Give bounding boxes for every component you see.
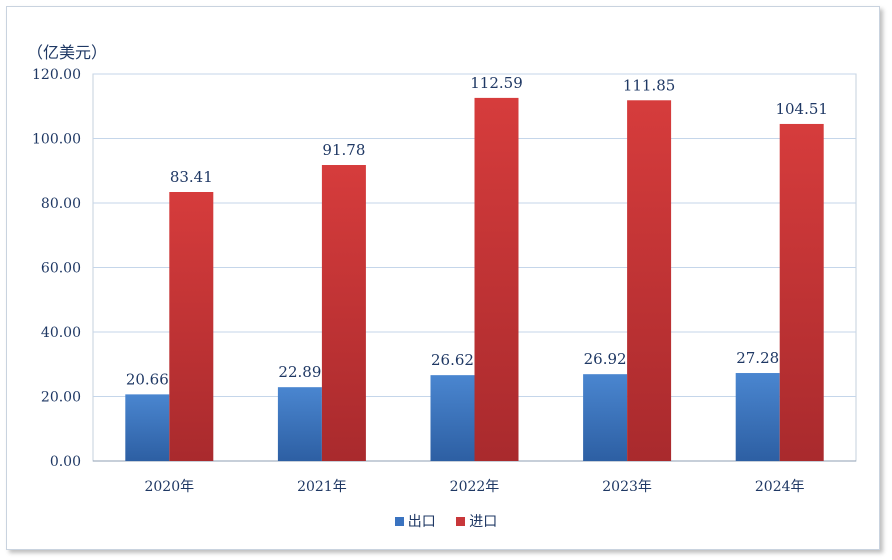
bar-chart: 0.00 20.00 40.00 60.00 80.00 100.00 120.00 20.6… <box>32 67 857 495</box>
data-label-export: 20.66 <box>126 370 169 388</box>
legend-item-import: 进口 <box>456 511 497 531</box>
x-tick-label: 2024年 <box>755 479 805 495</box>
bar-export <box>125 394 170 461</box>
y-tick-label: 80.00 <box>41 196 81 212</box>
bar-import <box>779 123 824 461</box>
data-label-export: 27.28 <box>736 349 779 367</box>
data-label-import: 104.51 <box>775 100 828 118</box>
bar-import <box>627 100 672 461</box>
y-tick-label: 20.00 <box>41 390 81 406</box>
bar-export <box>277 387 322 461</box>
bar-export <box>583 374 628 461</box>
y-tick-label: 40.00 <box>41 325 81 341</box>
y-tick-label: 0.00 <box>50 454 81 470</box>
legend: 出口 进口 <box>0 511 892 531</box>
bar-import <box>474 97 519 461</box>
bar-import <box>321 165 366 461</box>
data-label-import: 91.78 <box>322 141 365 159</box>
data-label-export: 26.62 <box>431 351 474 369</box>
y-tick-label: 120.00 <box>32 67 81 83</box>
bar-export <box>430 375 475 461</box>
y-tick-label: 100.00 <box>32 132 81 148</box>
legend-label-import: 进口 <box>469 514 498 530</box>
legend-swatch-export <box>394 516 404 526</box>
data-label-export: 22.89 <box>278 363 321 381</box>
x-tick-label: 2021年 <box>297 479 347 495</box>
data-label-import: 111.85 <box>623 76 676 94</box>
bar-export <box>735 373 780 461</box>
x-tick-label: 2023年 <box>602 479 652 495</box>
bar-import <box>169 192 214 461</box>
y-tick-label: 60.00 <box>41 261 81 277</box>
legend-swatch-import <box>456 516 466 526</box>
chart-frame: 0.00 20.00 40.00 60.00 80.00 100.00 120.00 20.6… <box>6 6 880 550</box>
data-label-import: 83.41 <box>170 168 213 186</box>
legend-label-export: 出口 <box>407 514 436 530</box>
y-unit-label: （亿美元） <box>27 43 108 62</box>
x-tick-label: 2022年 <box>450 479 500 495</box>
legend-item-export: 出口 <box>394 511 436 531</box>
data-label-export: 26.92 <box>584 350 627 368</box>
data-label-import: 112.59 <box>470 74 523 92</box>
x-tick-label: 2020年 <box>144 479 194 495</box>
